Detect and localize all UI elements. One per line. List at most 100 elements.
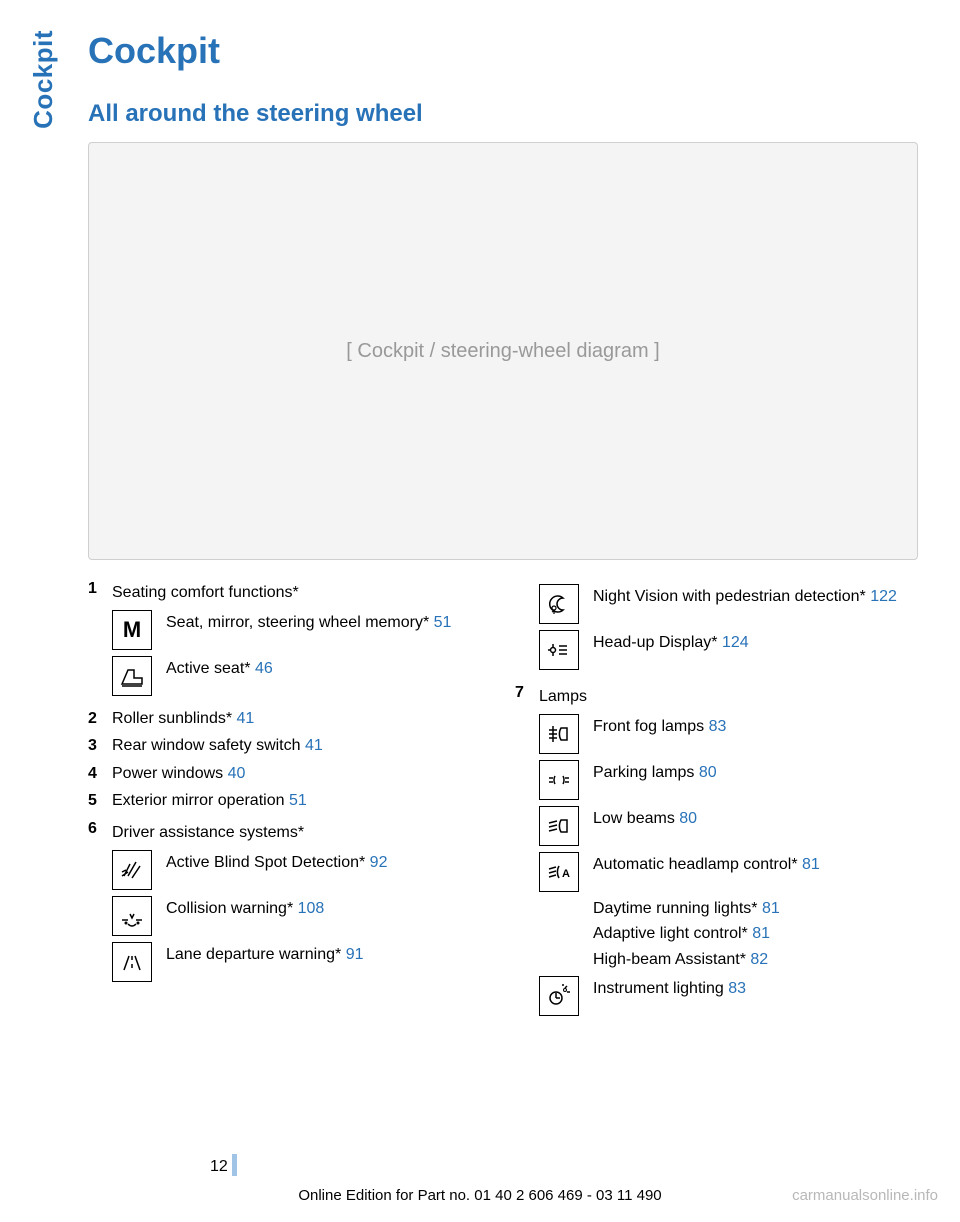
legend-sub-daytime-running: Daytime running lights* 81 bbox=[593, 898, 918, 920]
page-ref-link[interactable]: 46 bbox=[255, 660, 273, 677]
sub-label: Low beams bbox=[593, 810, 679, 827]
legend-sub-parking-lamps: Parking lamps 80 bbox=[539, 760, 918, 800]
page-ref-link[interactable]: 40 bbox=[228, 765, 246, 782]
left-column: 1 Seating comfort functions* M Seat, mir… bbox=[88, 578, 491, 1028]
sub-label: Daytime running lights* bbox=[593, 900, 762, 917]
page-ref-link[interactable]: 51 bbox=[434, 614, 452, 631]
legend-sub-auto-headlamp: A Automatic headlamp control* 81 bbox=[539, 852, 918, 892]
legend-sub-fog-lamps: Front fog lamps 83 bbox=[539, 714, 918, 754]
section-subtitle: All around the steering wheel bbox=[88, 100, 918, 128]
legend-sub-active-seat: Active seat* 46 bbox=[112, 656, 491, 696]
page-ref-link[interactable]: 91 bbox=[346, 946, 364, 963]
sub-label: Night Vision with pedestrian detection* bbox=[593, 588, 870, 605]
legend-label: Exterior mirror operation bbox=[112, 792, 289, 809]
legend-item-5: 5 Exterior mirror operation 51 bbox=[88, 790, 491, 812]
legend-sub-text: Head-up Display* 124 bbox=[593, 630, 918, 654]
sub-label: Automatic headlamp control* bbox=[593, 856, 802, 873]
memory-icon: M bbox=[112, 610, 152, 650]
sub-label: Instrument lighting bbox=[593, 980, 728, 997]
legend-body: Roller sunblinds* 41 bbox=[112, 708, 491, 730]
legend-body: Rear window safety switch 41 bbox=[112, 735, 491, 757]
collision-warning-icon bbox=[112, 896, 152, 936]
page-ref-link[interactable]: 92 bbox=[370, 854, 388, 871]
legend-sub-text: Automatic headlamp control* 81 bbox=[593, 852, 918, 876]
sub-label: Active seat* bbox=[166, 660, 255, 677]
page-ref-link[interactable]: 51 bbox=[289, 792, 307, 809]
legend-body: Night Vision with pedestrian detection* … bbox=[539, 578, 918, 676]
legend-item-6-cont: Night Vision with pedestrian detection* … bbox=[515, 578, 918, 676]
legend-sub-night-vision: Night Vision with pedestrian detection* … bbox=[539, 584, 918, 624]
legend-item-1: 1 Seating comfort functions* M Seat, mir… bbox=[88, 578, 491, 702]
legend-num: 7 bbox=[515, 682, 539, 1022]
legend-num-spacer bbox=[515, 578, 539, 676]
legend-body: Driver assistance systems* Active Blind … bbox=[112, 818, 491, 988]
legend-body: Seating comfort functions* M Seat, mirro… bbox=[112, 578, 491, 702]
legend-sub-high-beam-assist: High-beam Assistant* 82 bbox=[593, 949, 918, 971]
page-ref-link[interactable]: 124 bbox=[722, 634, 749, 651]
page-ref-link[interactable]: 83 bbox=[728, 980, 746, 997]
page-ref-link[interactable]: 80 bbox=[699, 764, 717, 781]
page-number-bar bbox=[232, 1154, 237, 1176]
sub-label: Adaptive light control* bbox=[593, 925, 752, 942]
front-fog-lamps-icon bbox=[539, 714, 579, 754]
legend-num: 1 bbox=[88, 578, 112, 702]
legend-num: 2 bbox=[88, 708, 112, 730]
legend-sub-adaptive-light: Adaptive light control* 81 bbox=[593, 923, 918, 945]
legend-sub-lane-departure: Lane departure warning* 91 bbox=[112, 942, 491, 982]
legend-sub-text: Instrument lighting 83 bbox=[593, 976, 918, 1000]
sub-label: High-beam Assistant* bbox=[593, 951, 750, 968]
page-ref-link[interactable]: 108 bbox=[298, 900, 325, 917]
legend-sub-text: Front fog lamps 83 bbox=[593, 714, 918, 738]
legend-body: Exterior mirror operation 51 bbox=[112, 790, 491, 812]
page-ref-link[interactable]: 41 bbox=[305, 737, 323, 754]
page-ref-link[interactable]: 81 bbox=[752, 925, 770, 942]
page-ref-link[interactable]: 80 bbox=[679, 810, 697, 827]
legend-columns: 1 Seating comfort functions* M Seat, mir… bbox=[88, 578, 918, 1028]
legend-body: Power windows 40 bbox=[112, 763, 491, 785]
legend-label: Power windows bbox=[112, 765, 228, 782]
legend-item-6: 6 Driver assistance systems* Active Blin… bbox=[88, 818, 491, 988]
legend-sub-text: Low beams 80 bbox=[593, 806, 918, 830]
legend-label: Driver assistance systems* bbox=[112, 822, 491, 844]
parking-lamps-icon bbox=[539, 760, 579, 800]
svg-text:A: A bbox=[562, 868, 570, 880]
page-ref-link[interactable]: 81 bbox=[762, 900, 780, 917]
sub-label: Head-up Display* bbox=[593, 634, 722, 651]
sub-label: Parking lamps bbox=[593, 764, 699, 781]
legend-item-7: 7 Lamps Front fog lamps 83 bbox=[515, 682, 918, 1022]
low-beams-icon bbox=[539, 806, 579, 846]
legend-label: Rear window safety switch bbox=[112, 737, 305, 754]
legend-sub-collision: Collision warning* 108 bbox=[112, 896, 491, 936]
diagram-placeholder: [ Cockpit / steering-wheel diagram ] bbox=[346, 340, 659, 363]
legend-sub-text: Seat, mirror, steering wheel memory* 51 bbox=[166, 610, 491, 634]
legend-sub-blindspot: Active Blind Spot Detection* 92 bbox=[112, 850, 491, 890]
legend-sub-hud: Head-up Display* 124 bbox=[539, 630, 918, 670]
legend-item-3: 3 Rear window safety switch 41 bbox=[88, 735, 491, 757]
active-seat-icon bbox=[112, 656, 152, 696]
legend-label: Lamps bbox=[539, 686, 918, 708]
page-ref-link[interactable]: 122 bbox=[870, 588, 897, 605]
page-title: Cockpit bbox=[88, 30, 918, 72]
legend-label: Roller sunblinds* bbox=[112, 710, 237, 727]
legend-sub-text: Active seat* 46 bbox=[166, 656, 491, 680]
sub-label: Collision warning* bbox=[166, 900, 298, 917]
page: Cockpit Cockpit All around the steering … bbox=[0, 0, 960, 1222]
page-ref-link[interactable]: 82 bbox=[750, 951, 768, 968]
sub-label: Lane departure warning* bbox=[166, 946, 346, 963]
page-ref-link[interactable]: 41 bbox=[237, 710, 255, 727]
legend-num: 6 bbox=[88, 818, 112, 988]
page-ref-link[interactable]: 83 bbox=[709, 718, 727, 735]
legend-sub-text: Parking lamps 80 bbox=[593, 760, 918, 784]
auto-headlamp-icon: A bbox=[539, 852, 579, 892]
side-tab-label: Cockpit bbox=[28, 30, 59, 129]
page-number-value: 12 bbox=[210, 1158, 228, 1175]
page-number: 12 bbox=[210, 1156, 237, 1178]
instrument-lighting-icon bbox=[539, 976, 579, 1016]
night-vision-icon bbox=[539, 584, 579, 624]
page-ref-link[interactable]: 81 bbox=[802, 856, 820, 873]
sub-label: Front fog lamps bbox=[593, 718, 709, 735]
legend-sub-text: Active Blind Spot Detection* 92 bbox=[166, 850, 491, 874]
legend-label: Seating comfort functions* bbox=[112, 582, 491, 604]
legend-item-2: 2 Roller sunblinds* 41 bbox=[88, 708, 491, 730]
sub-label: Seat, mirror, steering wheel memory* bbox=[166, 614, 434, 631]
